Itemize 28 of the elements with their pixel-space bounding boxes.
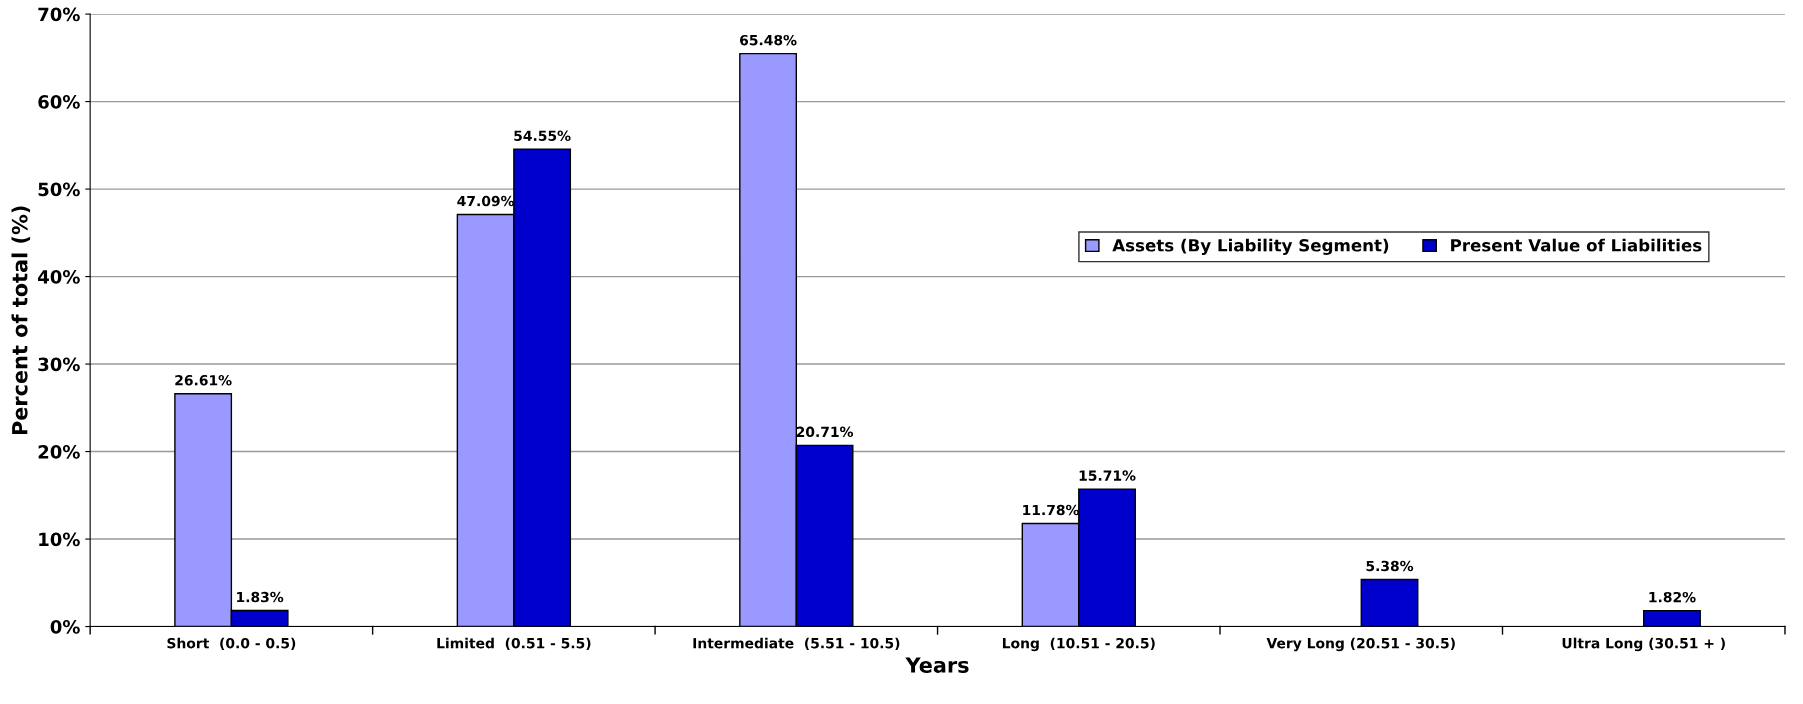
data-label: 54.55% <box>514 130 571 142</box>
y-tick-label: 50% <box>38 182 80 197</box>
x-tick-label: Limited (0.51 - 5.5) <box>437 637 591 651</box>
x-axis-title: Years <box>905 657 969 673</box>
y-tick-label: 40% <box>38 270 80 284</box>
y-tick-label: 30% <box>38 357 80 372</box>
bar <box>1360 578 1419 627</box>
bar <box>1643 609 1701 627</box>
y-tick-label: 0% <box>50 620 80 634</box>
data-label: 15.71% <box>1079 470 1136 481</box>
data-label: 65.48% <box>740 34 797 46</box>
x-tick-label: Intermediate (5.51 - 10.5) <box>693 637 900 651</box>
data-label: 5.38% <box>1366 560 1414 572</box>
y-tick-label: 60% <box>38 95 80 109</box>
x-tick-label: Very Long (20.51 - 30.5) <box>1266 637 1455 652</box>
data-label: 1.83% <box>237 591 284 603</box>
legend-label: Present Value of Liabilities <box>1451 238 1702 252</box>
data-label: 20.71% <box>796 426 854 438</box>
legend-label: Assets (By Liability Segment) <box>1112 238 1389 255</box>
y-tick-label: 70% <box>38 7 80 22</box>
y-tick-label: 10% <box>39 532 80 547</box>
x-tick-label: Ultra Long (30.51 + ) <box>1562 637 1725 652</box>
data-label: 26.61% <box>175 374 232 386</box>
y-tick-label: 20% <box>38 445 80 459</box>
data-label: 1.82% <box>1649 591 1696 603</box>
y-axis-title: Percent of total (%) <box>11 206 31 435</box>
x-tick-label: Long (10.51 - 20.5) <box>1002 637 1155 652</box>
x-tick-label: Short (0.0 - 0.5) <box>167 637 296 651</box>
